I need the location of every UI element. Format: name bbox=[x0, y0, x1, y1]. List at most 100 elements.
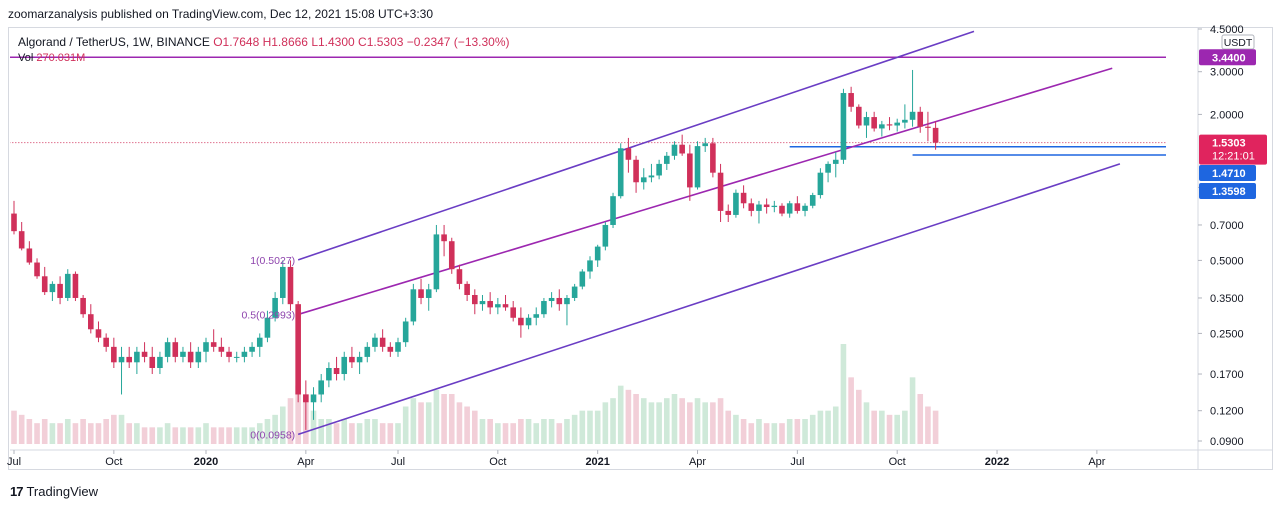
candle-body bbox=[856, 106, 862, 126]
volume-bar bbox=[817, 410, 824, 444]
volume-bar bbox=[664, 398, 670, 444]
volume-bar bbox=[886, 414, 893, 444]
support-lower-price-badge-text: 1.3598 bbox=[1212, 186, 1246, 198]
candle-body bbox=[341, 356, 348, 375]
candle-body bbox=[571, 286, 578, 298]
symbol-title[interactable]: Algorand / TetherUS, 1W, BINANCE bbox=[18, 35, 210, 49]
support-upper-price-badge bbox=[1199, 165, 1256, 181]
candle-body bbox=[256, 337, 263, 347]
candle-body bbox=[510, 307, 516, 318]
candle-body bbox=[786, 203, 793, 214]
volume-bar bbox=[679, 398, 685, 444]
volume-bar bbox=[640, 398, 647, 444]
candle-body bbox=[564, 297, 570, 305]
volume-bar bbox=[433, 389, 440, 444]
candle-body bbox=[372, 337, 378, 347]
x-tick-label: Apr bbox=[297, 456, 314, 468]
candle-body bbox=[349, 356, 355, 363]
volume-bar bbox=[802, 419, 808, 444]
volume-bar bbox=[118, 414, 125, 444]
volume-bar bbox=[57, 423, 63, 444]
candle-body bbox=[556, 297, 563, 305]
volume-bar bbox=[395, 423, 401, 444]
candle-body bbox=[195, 351, 202, 363]
published-caption: zoomarzanalysis published on TradingView… bbox=[8, 7, 434, 21]
candle-body bbox=[756, 204, 762, 211]
candle-body bbox=[495, 304, 501, 308]
candle-body bbox=[157, 356, 163, 369]
x-tick-label: 2020 bbox=[194, 456, 218, 468]
volume-bar bbox=[856, 389, 862, 444]
volume-bar bbox=[111, 414, 117, 444]
volume-bar bbox=[925, 406, 931, 444]
candle-body bbox=[848, 93, 854, 107]
volume-bar bbox=[295, 385, 301, 444]
candle-body bbox=[679, 144, 685, 154]
volume-bar bbox=[932, 410, 939, 444]
candle-body bbox=[802, 205, 808, 211]
candle-body bbox=[932, 127, 939, 143]
volume-bar bbox=[172, 427, 179, 444]
volume-bar bbox=[149, 427, 156, 444]
volume-bar bbox=[625, 389, 632, 444]
volume-bar bbox=[495, 423, 501, 444]
lower-channel bbox=[297, 163, 1121, 436]
volume-bar bbox=[141, 427, 148, 444]
volume-bar bbox=[88, 423, 94, 444]
volume-bar bbox=[687, 402, 693, 444]
volume-bar bbox=[126, 423, 132, 444]
candle-body bbox=[640, 177, 647, 183]
volume-bar bbox=[579, 410, 586, 444]
candle-body bbox=[763, 204, 770, 208]
candle-body bbox=[95, 329, 102, 338]
volume-bar bbox=[249, 427, 255, 444]
volume-bar bbox=[571, 414, 578, 444]
volume-bar bbox=[410, 398, 417, 444]
candle-body bbox=[617, 148, 624, 197]
volume-bar bbox=[917, 394, 924, 444]
candle-body bbox=[740, 192, 747, 204]
candle-body bbox=[310, 394, 317, 403]
candle-body bbox=[671, 144, 678, 156]
y-tick-label: 0.1200 bbox=[1210, 406, 1244, 418]
volume-bar bbox=[648, 402, 655, 444]
candle-body bbox=[272, 297, 278, 318]
volume-bar bbox=[671, 394, 678, 444]
candle-body bbox=[840, 93, 847, 160]
volume-bar bbox=[832, 406, 839, 444]
volume-bar bbox=[41, 419, 48, 444]
candle-body bbox=[594, 246, 601, 261]
candle-body bbox=[64, 273, 71, 298]
candle-body bbox=[748, 203, 755, 211]
volume-bar bbox=[210, 427, 217, 444]
candle-body bbox=[825, 163, 831, 173]
candle-body bbox=[879, 124, 885, 129]
volume-bar bbox=[26, 419, 33, 444]
volume-bar bbox=[902, 410, 908, 444]
volume-bar bbox=[740, 419, 747, 444]
candle-body bbox=[648, 175, 655, 178]
candle-body bbox=[725, 210, 732, 215]
volume-bar bbox=[725, 410, 732, 444]
volume-bar bbox=[909, 377, 916, 444]
candle-body bbox=[871, 117, 877, 129]
candle-body bbox=[425, 289, 432, 298]
candle-body bbox=[172, 342, 179, 357]
candle-body bbox=[72, 273, 79, 298]
x-tick-label: Oct bbox=[489, 456, 506, 468]
volume-bar bbox=[794, 419, 801, 444]
y-tick-label: 0.2500 bbox=[1210, 328, 1244, 340]
candle-body bbox=[356, 356, 363, 363]
volume-bar bbox=[779, 423, 785, 444]
candle-body bbox=[57, 283, 63, 298]
tradingview-footer[interactable]: 17 TradingView bbox=[10, 484, 98, 499]
candle-body bbox=[402, 321, 409, 343]
candle-body bbox=[126, 356, 132, 363]
volume-bar bbox=[18, 414, 25, 444]
volume-bar bbox=[103, 419, 109, 444]
volume-bar bbox=[894, 414, 900, 444]
volume-bar bbox=[364, 419, 371, 444]
volume-bar bbox=[786, 419, 793, 444]
candle-body bbox=[702, 143, 708, 147]
